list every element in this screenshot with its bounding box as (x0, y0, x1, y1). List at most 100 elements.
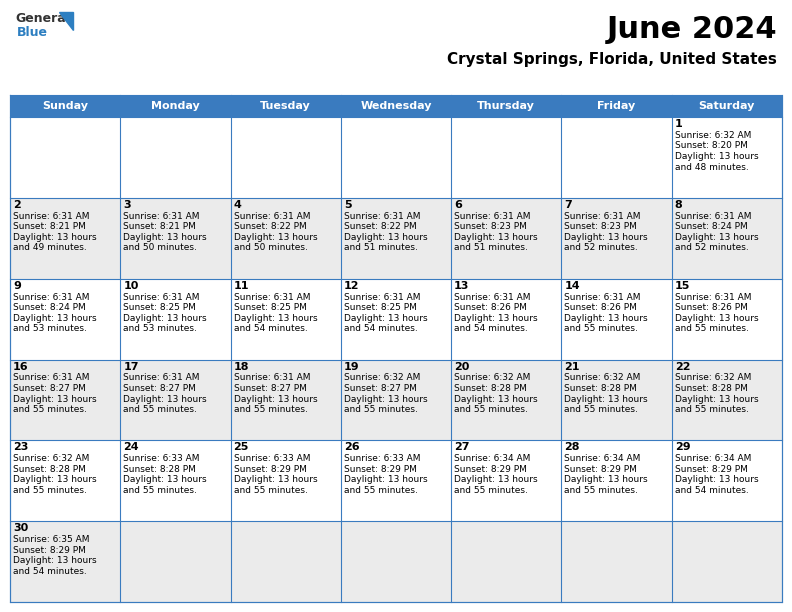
Text: Sunset: 8:29 PM: Sunset: 8:29 PM (344, 465, 417, 474)
Text: Sunset: 8:21 PM: Sunset: 8:21 PM (124, 222, 196, 231)
Text: and 55 minutes.: and 55 minutes. (675, 324, 748, 333)
Text: Daylight: 13 hours: Daylight: 13 hours (565, 476, 648, 484)
Text: Daylight: 13 hours: Daylight: 13 hours (13, 395, 97, 403)
Text: Sunset: 8:24 PM: Sunset: 8:24 PM (675, 222, 748, 231)
Text: Daylight: 13 hours: Daylight: 13 hours (13, 233, 97, 242)
Bar (10, 440, 782, 521)
Text: Sunrise: 6:33 AM: Sunrise: 6:33 AM (344, 454, 421, 463)
Text: Sunrise: 6:32 AM: Sunrise: 6:32 AM (675, 131, 751, 140)
Text: Daylight: 13 hours: Daylight: 13 hours (234, 314, 318, 323)
Text: Sunrise: 6:31 AM: Sunrise: 6:31 AM (565, 212, 641, 221)
Text: Sunset: 8:29 PM: Sunset: 8:29 PM (675, 465, 748, 474)
Text: Sunset: 8:29 PM: Sunset: 8:29 PM (454, 465, 527, 474)
Text: and 55 minutes.: and 55 minutes. (234, 486, 307, 495)
Text: and 55 minutes.: and 55 minutes. (344, 486, 417, 495)
Text: Sunset: 8:20 PM: Sunset: 8:20 PM (675, 141, 748, 151)
Text: 12: 12 (344, 281, 360, 291)
Text: and 53 minutes.: and 53 minutes. (13, 324, 87, 333)
Text: Sunrise: 6:31 AM: Sunrise: 6:31 AM (344, 212, 421, 221)
Text: Daylight: 13 hours: Daylight: 13 hours (454, 233, 538, 242)
Text: Sunset: 8:25 PM: Sunset: 8:25 PM (124, 303, 196, 312)
Text: Sunset: 8:27 PM: Sunset: 8:27 PM (344, 384, 417, 393)
Text: 23: 23 (13, 442, 29, 452)
Text: 24: 24 (124, 442, 139, 452)
Text: Sunrise: 6:34 AM: Sunrise: 6:34 AM (565, 454, 641, 463)
Text: and 55 minutes.: and 55 minutes. (454, 405, 528, 414)
Text: Daylight: 13 hours: Daylight: 13 hours (675, 152, 758, 161)
Text: 8: 8 (675, 200, 683, 210)
Text: and 55 minutes.: and 55 minutes. (565, 486, 638, 495)
Text: Sunset: 8:28 PM: Sunset: 8:28 PM (675, 384, 748, 393)
Text: 7: 7 (565, 200, 572, 210)
Text: 29: 29 (675, 442, 691, 452)
Text: Sunrise: 6:31 AM: Sunrise: 6:31 AM (13, 373, 89, 382)
Text: and 55 minutes.: and 55 minutes. (13, 486, 87, 495)
Text: and 54 minutes.: and 54 minutes. (454, 324, 528, 333)
Text: Sunrise: 6:32 AM: Sunrise: 6:32 AM (344, 373, 421, 382)
Text: Sunrise: 6:31 AM: Sunrise: 6:31 AM (344, 293, 421, 302)
Text: Sunset: 8:28 PM: Sunset: 8:28 PM (454, 384, 527, 393)
Text: and 55 minutes.: and 55 minutes. (344, 405, 417, 414)
Text: Blue: Blue (17, 26, 48, 39)
Text: Daylight: 13 hours: Daylight: 13 hours (124, 314, 207, 323)
Text: and 54 minutes.: and 54 minutes. (13, 567, 87, 576)
Text: and 52 minutes.: and 52 minutes. (675, 244, 748, 252)
Text: and 55 minutes.: and 55 minutes. (565, 324, 638, 333)
Text: Sunrise: 6:32 AM: Sunrise: 6:32 AM (13, 454, 89, 463)
Text: Daylight: 13 hours: Daylight: 13 hours (13, 556, 97, 565)
Text: Sunset: 8:26 PM: Sunset: 8:26 PM (675, 303, 748, 312)
Text: Sunrise: 6:32 AM: Sunrise: 6:32 AM (454, 373, 531, 382)
Text: and 54 minutes.: and 54 minutes. (675, 486, 748, 495)
Text: Sunset: 8:27 PM: Sunset: 8:27 PM (13, 384, 86, 393)
Text: Daylight: 13 hours: Daylight: 13 hours (124, 395, 207, 403)
Text: and 54 minutes.: and 54 minutes. (234, 324, 307, 333)
Text: Sunset: 8:25 PM: Sunset: 8:25 PM (234, 303, 307, 312)
Text: Sunset: 8:26 PM: Sunset: 8:26 PM (454, 303, 527, 312)
Text: Daylight: 13 hours: Daylight: 13 hours (234, 476, 318, 484)
Text: 9: 9 (13, 281, 21, 291)
Text: Daylight: 13 hours: Daylight: 13 hours (565, 395, 648, 403)
Text: and 48 minutes.: and 48 minutes. (675, 163, 748, 171)
Text: 5: 5 (344, 200, 352, 210)
Text: and 54 minutes.: and 54 minutes. (344, 324, 417, 333)
Text: Daylight: 13 hours: Daylight: 13 hours (234, 395, 318, 403)
Text: Sunrise: 6:33 AM: Sunrise: 6:33 AM (234, 454, 310, 463)
Text: and 55 minutes.: and 55 minutes. (124, 486, 197, 495)
Text: 26: 26 (344, 442, 360, 452)
Text: 6: 6 (454, 200, 462, 210)
Bar (10, 198, 782, 278)
Text: Daylight: 13 hours: Daylight: 13 hours (454, 476, 538, 484)
Text: Sunset: 8:29 PM: Sunset: 8:29 PM (565, 465, 638, 474)
Text: and 55 minutes.: and 55 minutes. (234, 405, 307, 414)
Text: Daylight: 13 hours: Daylight: 13 hours (565, 314, 648, 323)
Text: Monday: Monday (151, 101, 200, 111)
Text: Sunrise: 6:32 AM: Sunrise: 6:32 AM (675, 373, 751, 382)
Text: Daylight: 13 hours: Daylight: 13 hours (234, 233, 318, 242)
Text: Daylight: 13 hours: Daylight: 13 hours (454, 314, 538, 323)
Text: Sunrise: 6:31 AM: Sunrise: 6:31 AM (124, 373, 200, 382)
Text: Sunset: 8:29 PM: Sunset: 8:29 PM (234, 465, 307, 474)
Text: Daylight: 13 hours: Daylight: 13 hours (675, 233, 758, 242)
Text: Sunset: 8:23 PM: Sunset: 8:23 PM (454, 222, 527, 231)
Text: Sunrise: 6:31 AM: Sunrise: 6:31 AM (234, 293, 310, 302)
Text: Daylight: 13 hours: Daylight: 13 hours (454, 395, 538, 403)
Text: 19: 19 (344, 362, 360, 371)
Text: Sunrise: 6:31 AM: Sunrise: 6:31 AM (13, 212, 89, 221)
Text: Sunset: 8:28 PM: Sunset: 8:28 PM (565, 384, 638, 393)
Bar (10, 117, 782, 198)
Text: Sunset: 8:28 PM: Sunset: 8:28 PM (13, 465, 86, 474)
Text: 22: 22 (675, 362, 690, 371)
Text: Sunrise: 6:34 AM: Sunrise: 6:34 AM (454, 454, 531, 463)
Text: Sunrise: 6:31 AM: Sunrise: 6:31 AM (124, 212, 200, 221)
Text: and 51 minutes.: and 51 minutes. (344, 244, 417, 252)
Text: Daylight: 13 hours: Daylight: 13 hours (565, 233, 648, 242)
Text: 25: 25 (234, 442, 249, 452)
Text: 2: 2 (13, 200, 21, 210)
Bar (10, 95, 782, 117)
Text: and 50 minutes.: and 50 minutes. (124, 244, 197, 252)
Text: Sunset: 8:22 PM: Sunset: 8:22 PM (344, 222, 417, 231)
Text: Sunrise: 6:31 AM: Sunrise: 6:31 AM (234, 212, 310, 221)
Text: Daylight: 13 hours: Daylight: 13 hours (675, 476, 758, 484)
Text: 20: 20 (454, 362, 470, 371)
Text: Sunset: 8:22 PM: Sunset: 8:22 PM (234, 222, 307, 231)
